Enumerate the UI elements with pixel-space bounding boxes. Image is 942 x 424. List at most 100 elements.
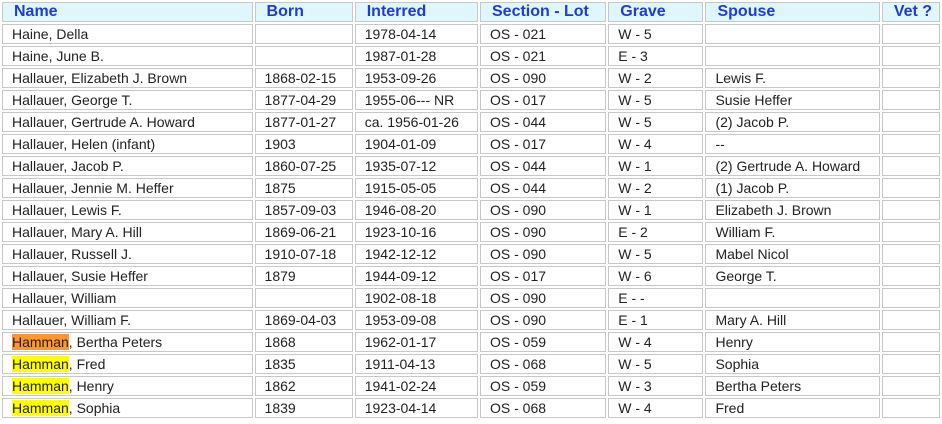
section-lot-cell: OS - 044 [480,178,607,198]
name-cell: Hallauer, Mary A. Hill [2,222,253,242]
column-header-born: Born [254,2,353,22]
interred-cell: 1904-01-09 [354,134,478,154]
spouse-cell: (2) Jacob P. [705,112,880,132]
vet-cell [881,398,940,418]
vet-cell [881,266,940,286]
born-cell: 1877-01-27 [254,112,353,132]
section-lot-cell: OS - 017 [480,90,607,110]
spouse-cell: Elizabeth J. Brown [705,200,880,220]
column-header-spouse: Spouse [705,2,880,22]
column-header-vet: Vet ? [881,2,940,22]
name-rest: , Sophia [68,400,121,416]
table-row: Hallauer, George T. 1877-04-29 1955-06--- … [2,90,940,110]
born-cell: 1903 [254,134,353,154]
born-cell: 1835 [254,354,353,374]
search-highlight: Hamman [12,356,69,372]
born-cell: 1862 [254,376,353,396]
table-row: Hallauer, Gertrude A. Howard 1877-01-27 ca… [2,112,940,132]
interred-cell: ca. 1956-01-26 [354,112,478,132]
interred-cell: 1935-07-12 [354,156,478,176]
vet-cell [881,46,940,66]
grave-cell: W - 3 [608,376,704,396]
spouse-cell: Bertha Peters [705,376,880,396]
table-row: Hamman, Henry 1862 1941-02-24 OS - 059 W - 3… [2,376,940,396]
section-lot-cell: OS - 059 [480,376,607,396]
interred-cell: 1987-01-28 [354,46,478,66]
vet-cell [881,24,940,44]
interred-cell: 1962-01-17 [354,332,478,352]
column-header-grave: Grave [608,2,704,22]
name-cell: Hamman, Henry [2,376,253,396]
name-cell: Hamman, Fred [2,354,253,374]
name-cell: Hallauer, Elizabeth J. Brown [2,68,253,88]
born-cell: 1879 [254,266,353,286]
interred-cell: 1902-08-18 [354,288,478,308]
section-lot-cell: OS - 090 [480,68,607,88]
search-highlight: Hamman [12,400,69,416]
table-row: Hallauer, Susie Heffer 1879 1944-09-12 OS -… [2,266,940,286]
vet-cell [881,200,940,220]
grave-cell: W - 2 [608,68,704,88]
grave-cell: E - 2 [608,222,704,242]
interred-cell: 1923-10-16 [354,222,478,242]
table-row: Hallauer, Elizabeth J. Brown 1868-02-15 19… [2,68,940,88]
name-cell: Hamman, Bertha Peters [2,332,253,352]
interred-cell: 1953-09-26 [354,68,478,88]
section-lot-cell: OS - 059 [480,332,607,352]
interred-cell: 1955-06--- NR [354,90,478,110]
name-cell: Hamman, Sophia [2,398,253,418]
grave-cell: E - 3 [608,46,704,66]
spouse-cell: William F. [705,222,880,242]
vet-cell [881,222,940,242]
vet-cell [881,68,940,88]
born-cell: 1868 [254,332,353,352]
table-row: Hallauer, Jacob P. 1860-07-25 1935-07-12 OS… [2,156,940,176]
table-row: Hamman, Sophia 1839 1923-04-14 OS - 068 W - … [2,398,940,418]
table-row: Hallauer, Mary A. Hill 1869-06-21 1923-10-… [2,222,940,242]
grave-cell: W - 4 [608,398,704,418]
name-rest: , Bertha Peters [68,334,163,350]
name-cell: Hallauer, William F. [2,310,253,330]
name-rest: , Henry [68,378,114,394]
name-cell: Hallauer, Helen (infant) [2,134,253,154]
name-cell: Hallauer, Jacob P. [2,156,253,176]
name-cell: Haine, Della [2,24,253,44]
table-row: Haine, June B. 1987-01-28 OS - 021 E - 3 [2,46,940,66]
vet-cell [881,156,940,176]
interred-cell: 1923-04-14 [354,398,478,418]
vet-cell [881,376,940,396]
born-cell: 1860-07-25 [254,156,353,176]
born-cell: 1869-06-21 [254,222,353,242]
name-cell: Hallauer, Jennie M. Heffer [2,178,253,198]
table-row: Hallauer, Russell J. 1910-07-18 1942-12-12… [2,244,940,264]
interred-cell: 1941-02-24 [354,376,478,396]
spouse-cell: (2) Gertrude A. Howard [705,156,880,176]
spouse-cell [705,46,880,66]
spouse-cell: George T. [705,266,880,286]
section-lot-cell: OS - 017 [480,134,607,154]
section-lot-cell: OS - 044 [480,156,607,176]
spouse-cell: (1) Jacob P. [705,178,880,198]
grave-cell: W - 5 [608,354,704,374]
interred-cell: 1978-04-14 [354,24,478,44]
grave-cell: W - 5 [608,112,704,132]
born-cell: 1910-07-18 [254,244,353,264]
grave-cell: W - 4 [608,134,704,154]
column-header-section-lot: Section - Lot [480,2,607,22]
grave-cell: W - 5 [608,24,704,44]
section-lot-cell: OS - 068 [480,398,607,418]
vet-cell [881,310,940,330]
section-lot-cell: OS - 090 [480,288,607,308]
interred-cell: 1942-12-12 [354,244,478,264]
section-lot-cell: OS - 017 [480,266,607,286]
section-lot-cell: OS - 068 [480,354,607,374]
spouse-cell: Henry [705,332,880,352]
vet-cell [881,332,940,352]
interred-cell: 1946-08-20 [354,200,478,220]
spouse-cell: Mary A. Hill [705,310,880,330]
section-lot-cell: OS - 021 [480,24,607,44]
name-cell: Haine, June B. [2,46,253,66]
section-lot-cell: OS - 090 [480,200,607,220]
grave-cell: W - 1 [608,200,704,220]
